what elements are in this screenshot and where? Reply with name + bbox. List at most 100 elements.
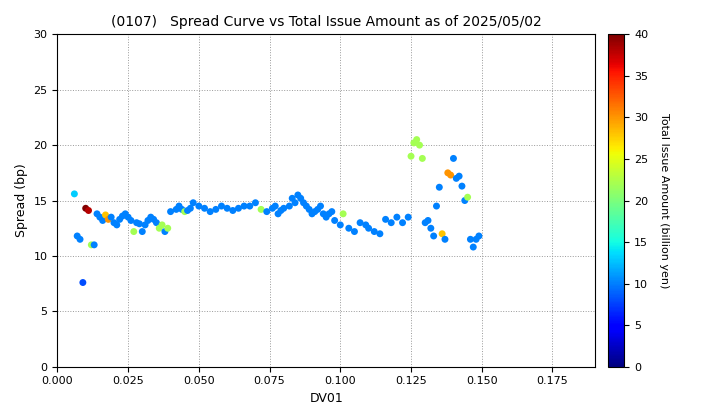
Point (448, 155, 459, 162)
Point (199, 205, 210, 212)
Point (300, 203, 312, 210)
Title: (0107)   Spread Curve vs Total Issue Amount as of 2025/05/02: (0107) Spread Curve vs Total Issue Amoun… (111, 15, 541, 29)
Point (275, 207, 287, 214)
Point (417, 155, 428, 162)
Point (348, 228, 360, 235)
Point (354, 219, 366, 226)
Point (114, 216, 125, 223)
Point (227, 207, 238, 214)
Point (216, 203, 228, 210)
Point (326, 208, 338, 215)
Point (397, 219, 408, 226)
Point (80, 205, 91, 212)
Point (464, 236, 476, 243)
Point (150, 219, 162, 226)
Point (86, 241, 97, 248)
Point (402, 214, 414, 220)
Point (269, 203, 281, 210)
Point (148, 216, 159, 223)
Point (284, 203, 295, 210)
Point (153, 225, 165, 231)
Point (298, 200, 310, 206)
Point (71, 233, 83, 239)
Point (442, 169, 454, 176)
Point (467, 244, 479, 250)
Point (289, 200, 301, 206)
Point (428, 233, 439, 239)
Point (171, 206, 182, 213)
Point (380, 216, 392, 223)
Point (422, 217, 433, 224)
Point (184, 205, 196, 212)
Point (125, 217, 137, 224)
Point (131, 219, 143, 226)
Point (312, 206, 323, 213)
Point (436, 231, 448, 237)
Point (303, 206, 315, 213)
Point (451, 175, 462, 182)
Point (221, 205, 233, 212)
Point (470, 236, 482, 243)
Point (462, 194, 473, 201)
Point (111, 221, 122, 228)
Point (244, 203, 256, 210)
Point (292, 192, 304, 198)
Point (122, 214, 134, 220)
Point (473, 233, 485, 239)
Point (102, 216, 114, 223)
Point (233, 205, 244, 212)
Point (108, 219, 120, 226)
Point (162, 225, 174, 231)
Point (287, 195, 298, 202)
Point (420, 219, 431, 226)
X-axis label: DV01: DV01 (310, 392, 343, 405)
Point (117, 213, 128, 219)
Point (306, 210, 318, 217)
Point (187, 200, 199, 206)
Point (408, 139, 420, 146)
Point (431, 203, 442, 210)
Point (425, 225, 436, 231)
Point (165, 208, 176, 215)
Point (256, 206, 267, 213)
Point (369, 228, 380, 235)
Point (445, 172, 456, 178)
Point (338, 210, 349, 217)
Point (83, 207, 94, 214)
Point (204, 208, 216, 215)
Point (439, 236, 451, 243)
Point (411, 136, 423, 143)
Point (128, 228, 140, 235)
Point (179, 208, 191, 215)
Point (238, 203, 250, 210)
Point (459, 197, 471, 204)
Point (142, 217, 153, 224)
Point (105, 214, 117, 220)
Point (320, 214, 332, 220)
Point (385, 219, 397, 226)
Point (360, 221, 372, 228)
Point (97, 217, 109, 224)
Point (405, 153, 417, 160)
Point (433, 184, 445, 191)
Point (374, 231, 386, 237)
Point (176, 206, 188, 213)
Point (456, 183, 468, 189)
Point (68, 191, 80, 197)
Point (309, 208, 320, 215)
Point (74, 236, 86, 243)
Point (77, 279, 89, 286)
Point (159, 228, 171, 235)
Point (454, 173, 465, 179)
Point (414, 142, 426, 149)
Point (295, 195, 307, 202)
Point (145, 214, 156, 220)
Point (363, 225, 374, 231)
Point (261, 208, 272, 215)
Point (329, 217, 341, 224)
Y-axis label: Spread (bp): Spread (bp) (15, 164, 28, 237)
Point (89, 241, 100, 248)
Point (137, 228, 148, 235)
Point (266, 205, 278, 212)
Point (174, 203, 185, 210)
